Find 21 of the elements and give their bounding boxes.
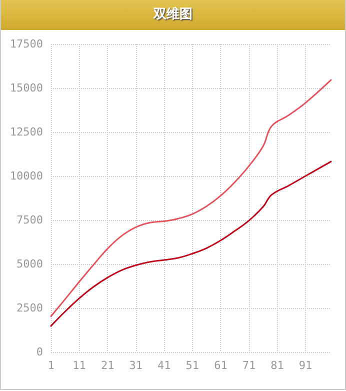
chart-title: 双维图 xyxy=(1,0,345,30)
y-tick-label: 5000 xyxy=(16,258,43,270)
x-tick-label: 51 xyxy=(186,359,200,372)
x-tick-label: 21 xyxy=(100,359,114,372)
y-tick-label: 10000 xyxy=(10,170,43,182)
x-tick-label: 41 xyxy=(158,359,171,372)
x-tick-label: 11 xyxy=(72,359,86,372)
line-series xyxy=(50,79,332,318)
y-tick-label: 7500 xyxy=(16,214,43,226)
x-tick-label: 1 xyxy=(48,359,54,372)
x-tick-label: 61 xyxy=(214,359,228,372)
y-tick-label: 15000 xyxy=(10,82,43,94)
x-tick-label: 91 xyxy=(298,359,312,372)
line-series xyxy=(50,160,332,327)
y-tick-label: 2500 xyxy=(16,302,43,314)
x-tick-label: 31 xyxy=(129,359,142,372)
y-tick-label: 0 xyxy=(36,346,43,358)
y-tick-label: 12500 xyxy=(10,126,43,138)
x-tick-label: 81 xyxy=(270,359,284,372)
y-tick-label: 17500 xyxy=(10,38,43,50)
x-tick-label: 71 xyxy=(242,359,256,372)
